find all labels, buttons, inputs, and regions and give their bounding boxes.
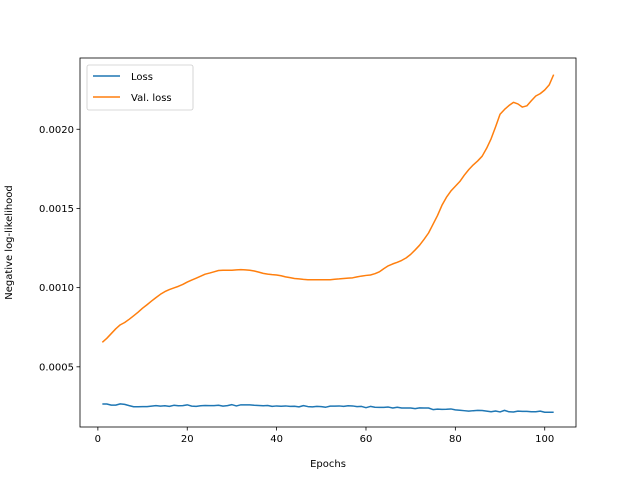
x-tick-label: 60 (360, 434, 373, 445)
plot-area-background (80, 58, 576, 427)
y-tick-label: 0.0005 (39, 362, 74, 373)
x-tick-label: 20 (181, 434, 194, 445)
series-line-0 (102, 403, 554, 414)
y-tick-label: 0.0015 (39, 204, 74, 215)
x-tick-label: 40 (270, 434, 283, 445)
legend: Loss Val. loss (86, 64, 194, 111)
series-line-1 (101, 74, 555, 343)
y-tick-label: 0.0020 (39, 125, 74, 136)
x-tick-label: 100 (535, 434, 554, 445)
series-layer (101, 74, 555, 414)
axes-frame (79, 57, 577, 428)
y-axis-label: Negative log-likelihood (4, 185, 15, 300)
x-tick-label: 80 (449, 434, 462, 445)
y-tick-label: 0.0010 (39, 283, 74, 294)
x-tick-label: 0 (95, 434, 101, 445)
legend-label-1: Val. loss (131, 93, 172, 104)
legend-label-0: Loss (131, 72, 153, 83)
x-axis-label: Epochs (310, 459, 346, 470)
axes-layer: 0 20 40 60 80 100 0.0005 0.0010 0.0015 0.0020 (39, 57, 577, 445)
